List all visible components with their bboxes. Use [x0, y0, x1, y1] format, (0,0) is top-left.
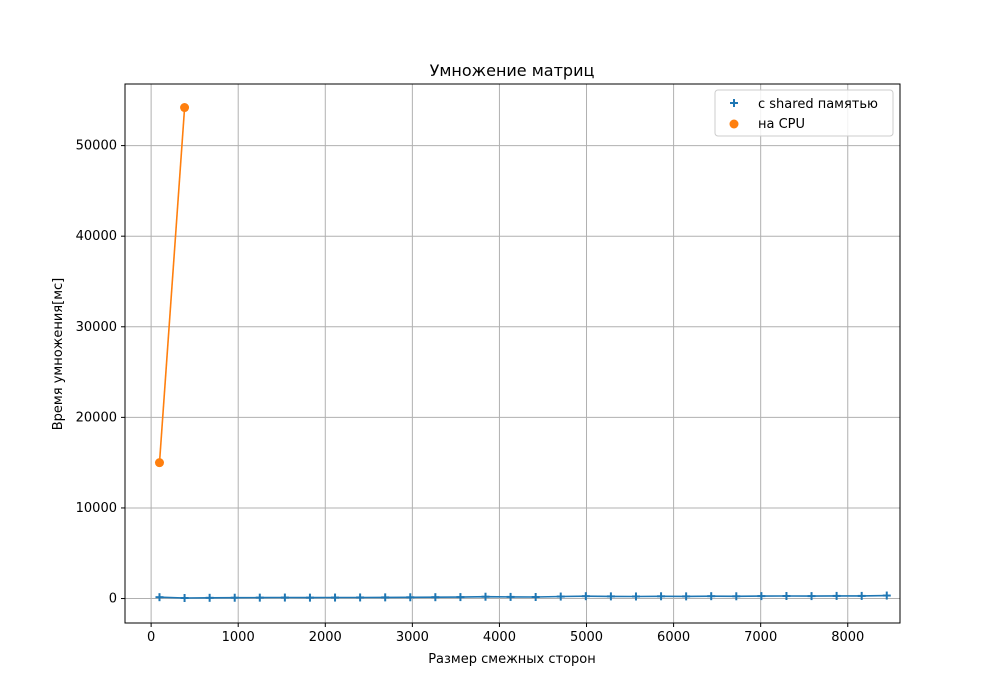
y-axis-ticks: 0 10000 20000 30000 40000 50000: [76, 139, 125, 607]
x-tick-label: 7000: [744, 630, 777, 645]
data-point-0: [381, 593, 390, 602]
data-point-1: [180, 103, 190, 113]
data-point-0: [481, 592, 490, 601]
circle-marker-icon: [729, 119, 739, 129]
data-point-1: [154, 458, 164, 468]
data-point-0: [155, 593, 164, 602]
data-point-0: [882, 591, 891, 600]
data-point-0: [732, 592, 741, 601]
data-point-0: [255, 593, 264, 602]
grid: [125, 84, 900, 623]
data-point-0: [807, 592, 816, 601]
data-point-0: [857, 591, 866, 600]
chart-title: Умножение матриц: [430, 61, 595, 80]
y-tick-label: 0: [109, 592, 117, 607]
data-point-0: [682, 592, 691, 601]
data-point-0: [556, 592, 565, 601]
data-point-0: [431, 593, 440, 602]
data-point-0: [406, 593, 415, 602]
legend-box: [714, 89, 894, 137]
x-tick-label: 1000: [222, 630, 255, 645]
x-tick-label: 8000: [831, 630, 864, 645]
data-point-0: [757, 592, 766, 601]
series-line-0: [159, 594, 887, 599]
x-axis-label: Размер смежных сторон: [428, 652, 596, 667]
series-layer: [154, 103, 891, 602]
x-axis-ticks: 0 1000 2000 3000 4000 5000 6000 7000 8000: [147, 623, 864, 645]
data-point-0: [581, 592, 590, 601]
legend: с shared памятью на CPU: [714, 89, 894, 137]
data-point-0: [782, 592, 791, 601]
data-point-0: [280, 593, 289, 602]
data-point-0: [707, 592, 716, 601]
plot-frame: [124, 83, 901, 624]
legend-label-shared: с shared памятью: [758, 97, 878, 112]
legend-marker-shared: [730, 99, 738, 107]
series-line-1: [158, 107, 186, 463]
data-point-0: [356, 593, 365, 602]
legend-marker-cpu: [729, 119, 739, 129]
y-tick-label: 40000: [76, 229, 117, 244]
data-point-0: [657, 592, 666, 601]
x-tick-label: 0: [147, 630, 155, 645]
y-tick-label: 10000: [76, 501, 117, 516]
x-tick-label: 6000: [657, 630, 690, 645]
y-axis-label: Время умножения[мс]: [51, 278, 66, 430]
x-tick-label: 3000: [396, 630, 429, 645]
data-point-0: [305, 593, 314, 602]
data-point-0: [531, 593, 540, 602]
data-point-0: [832, 591, 841, 600]
y-tick-label: 30000: [76, 320, 117, 335]
x-tick-label: 5000: [570, 630, 603, 645]
data-point-0: [331, 593, 340, 602]
data-point-0: [506, 592, 515, 601]
data-point-0: [456, 593, 465, 602]
x-tick-label: 4000: [483, 630, 516, 645]
data-point-0: [205, 593, 214, 602]
x-tick-label: 2000: [309, 630, 342, 645]
plus-marker-icon: [730, 99, 738, 107]
data-point-0: [631, 592, 640, 601]
data-point-0: [606, 592, 615, 601]
y-tick-label: 20000: [76, 410, 117, 425]
data-point-0: [230, 593, 239, 602]
y-tick-label: 50000: [76, 139, 117, 154]
data-point-0: [180, 593, 189, 602]
legend-label-cpu: на CPU: [758, 117, 805, 132]
